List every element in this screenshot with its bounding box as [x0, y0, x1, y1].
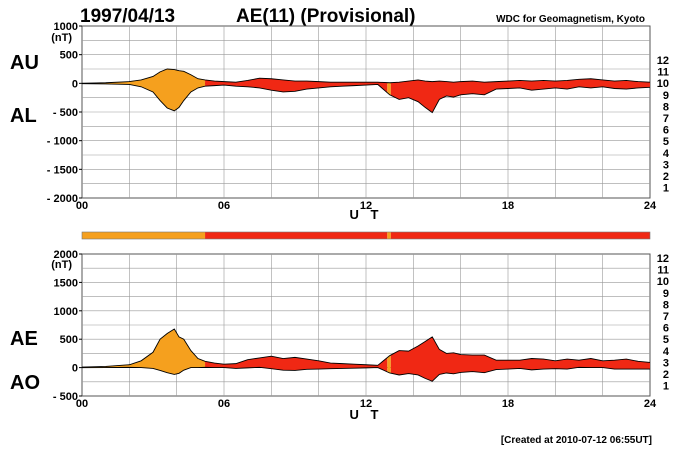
panel-ae-ao: (nT) AE AO 2000 1500 1000 500 0 - 500 00 06 12 1… [10, 249, 657, 422]
legend-level-2: 2 [663, 369, 669, 381]
date-label: 1997/04/13 [80, 6, 175, 27]
series-line-ao [81, 366, 650, 382]
ytick-label: 500 [60, 50, 78, 62]
legend-level-12: 12 [657, 253, 669, 265]
legend-level-1: 1 [663, 381, 669, 393]
xtick-label: 18 [502, 200, 514, 212]
side-label-ao: AO [10, 372, 40, 394]
legend-level-9: 9 [663, 90, 669, 102]
legend-level-4: 4 [663, 148, 670, 160]
level-bar-segment [390, 232, 650, 239]
series-line-al [81, 83, 651, 114]
plot-au-al [81, 68, 651, 114]
legend-level-4: 4 [663, 346, 670, 358]
level-bar-frame [81, 231, 651, 240]
side-label-ae: AE [10, 328, 38, 350]
area-level-11 [390, 78, 650, 113]
area-level-10 [387, 355, 391, 374]
legend-level-1: 1 [663, 183, 669, 195]
chart-title: AE(11) (Provisional) [236, 6, 416, 27]
area-level-11 [205, 78, 388, 93]
created-timestamp: [Created at 2010-07-12 06:55UT] [501, 435, 652, 446]
legend-level-8: 8 [663, 299, 669, 311]
legend-level-12: 12 [657, 55, 669, 67]
series-line-ae [81, 328, 651, 368]
panel-au-al: (nT) AU AL 1000 500 0 - 500 - 1000 - 1500 - 20… [10, 21, 657, 222]
activity-level-bar [81, 231, 651, 240]
area-level-10 [387, 82, 391, 96]
ytick-label: 1500 [54, 277, 78, 289]
ytick-label: - 1500 [47, 164, 78, 176]
source-label: WDC for Geomagnetism, Kyoto [496, 14, 645, 25]
area-level-10 [82, 328, 206, 375]
legend-level-3: 3 [663, 357, 669, 369]
plot-ae-ao [81, 328, 651, 382]
level-bar-segment [205, 232, 388, 239]
ylabel-nt-top: (nT) [51, 32, 72, 44]
xtick-label: 06 [218, 200, 230, 212]
legend-level-5: 5 [663, 334, 669, 346]
level-bar-segment [82, 232, 206, 239]
side-label-au: AU [10, 52, 39, 74]
legend-level-10: 10 [657, 78, 669, 90]
yticks-au-al: 1000 500 0 - 500 - 1000 - 1500 - 2000 [47, 21, 82, 205]
grid-ae-ao [81, 253, 651, 397]
legend-level-7: 7 [663, 113, 669, 125]
yticks-ae-ao: 2000 1500 1000 500 0 - 500 [53, 249, 82, 403]
xtick-label: 24 [644, 200, 657, 212]
series-line-au [81, 68, 651, 84]
level-bar-segment [387, 232, 391, 239]
legend-level-6: 6 [663, 323, 669, 335]
ytick-label: 0 [72, 363, 78, 375]
legend-level-6: 6 [663, 125, 669, 137]
legend-level-3: 3 [663, 159, 669, 171]
xticks-ae-ao: 00 06 12 18 24 [76, 398, 657, 410]
ytick-label: - 2000 [47, 193, 78, 205]
ytick-label: - 500 [53, 107, 78, 119]
xtick-label: 00 [76, 200, 88, 212]
legend-level-10: 10 [657, 276, 669, 288]
ytick-label: - 1000 [47, 136, 78, 148]
xtick-label: 24 [644, 398, 657, 410]
ytick-label: 500 [60, 334, 78, 346]
xticks-au-al: 00 06 12 18 24 [76, 200, 657, 212]
legend-level-9: 9 [663, 288, 669, 300]
area-level-11 [205, 356, 388, 372]
xtick-label: 12 [360, 398, 372, 410]
area-level-10 [82, 69, 206, 111]
ytick-label: 1000 [54, 306, 78, 318]
ytick-label: - 500 [53, 391, 78, 403]
side-label-al: AL [10, 105, 37, 127]
legend-level-8: 8 [663, 101, 669, 113]
ytick-label: 1000 [54, 21, 78, 33]
xlabel-ut-bottom: U T [350, 407, 383, 422]
xtick-label: 12 [360, 200, 372, 212]
grid-au-al [81, 25, 651, 199]
legend-level-7: 7 [663, 311, 669, 323]
xtick-label: 00 [76, 398, 88, 410]
xlabel-ut-top: U T [350, 207, 383, 222]
xtick-label: 18 [502, 398, 514, 410]
legend-level-5: 5 [663, 136, 669, 148]
ytick-label: 2000 [54, 249, 78, 261]
xtick-label: 06 [218, 398, 230, 410]
area-level-11 [390, 336, 650, 382]
ytick-label: 0 [72, 78, 78, 90]
legend-level-2: 2 [663, 171, 669, 183]
legend-level-11: 11 [657, 67, 669, 79]
legend-level-11: 11 [657, 265, 669, 277]
ylabel-nt-bottom: (nT) [51, 259, 72, 271]
